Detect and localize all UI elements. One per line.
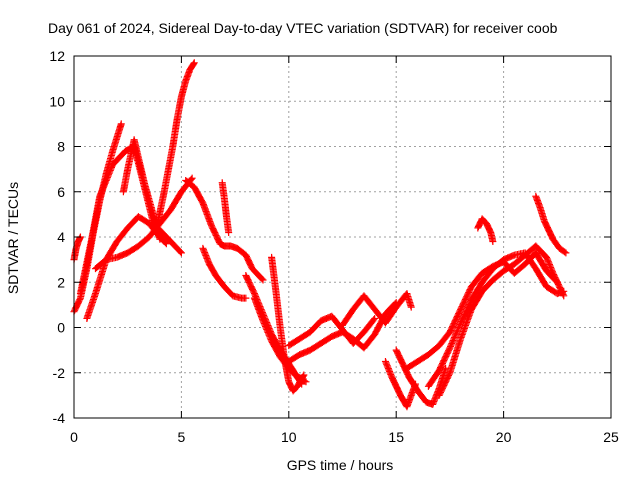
series-arc-20 bbox=[424, 249, 568, 390]
y-tick-label: -4 bbox=[53, 410, 66, 426]
y-tick-label: 0 bbox=[57, 320, 65, 336]
series-arc-6 bbox=[119, 136, 164, 243]
grid-lines bbox=[74, 56, 611, 418]
series-markers bbox=[152, 59, 198, 236]
x-axis-label: GPS time / hours bbox=[287, 457, 394, 473]
y-tick-label: 4 bbox=[57, 229, 65, 245]
series-markers bbox=[218, 179, 233, 236]
series-arc-9 bbox=[199, 244, 250, 302]
series-arc-7 bbox=[152, 59, 198, 236]
series-arc-15 bbox=[285, 299, 400, 365]
series-arc-17 bbox=[381, 357, 420, 411]
x-tick-label: 5 bbox=[178, 429, 186, 445]
series-arc-22 bbox=[474, 215, 497, 246]
y-tick-label: -2 bbox=[53, 365, 66, 381]
x-tick-label: 20 bbox=[496, 429, 512, 445]
series-arc-8 bbox=[182, 176, 267, 284]
y-tick-label: 2 bbox=[57, 274, 65, 290]
y-tick-label: 8 bbox=[57, 139, 65, 155]
x-tick-label: 25 bbox=[603, 429, 619, 445]
y-axis-label: SDTVAR / TECUs bbox=[5, 182, 21, 294]
data-series-layer bbox=[70, 59, 570, 411]
series-markers bbox=[474, 215, 497, 246]
series-arc-10 bbox=[218, 179, 233, 236]
x-tick-label: 10 bbox=[281, 429, 297, 445]
series-arc-23 bbox=[532, 192, 570, 257]
series-arc-13 bbox=[268, 253, 308, 395]
x-tick-label: 0 bbox=[70, 429, 78, 445]
series-markers bbox=[70, 233, 84, 264]
y-tick-label: 10 bbox=[49, 93, 65, 109]
series-arc-16 bbox=[339, 290, 415, 329]
series-arc-2 bbox=[70, 233, 84, 264]
chart-title: Day 061 of 2024, Sidereal Day-to-day VTE… bbox=[48, 20, 558, 36]
tick-labels: 0 5 10 15 20 25 -4 -2 0 2 4 6 8 10 12 bbox=[49, 48, 619, 445]
axis-ticks bbox=[73, 55, 612, 419]
series-markers bbox=[339, 290, 415, 329]
series-arc-21 bbox=[435, 242, 568, 399]
x-tick-label: 15 bbox=[388, 429, 404, 445]
y-tick-label: 6 bbox=[57, 184, 65, 200]
y-tick-label: 12 bbox=[49, 48, 65, 64]
series-markers bbox=[268, 253, 308, 395]
